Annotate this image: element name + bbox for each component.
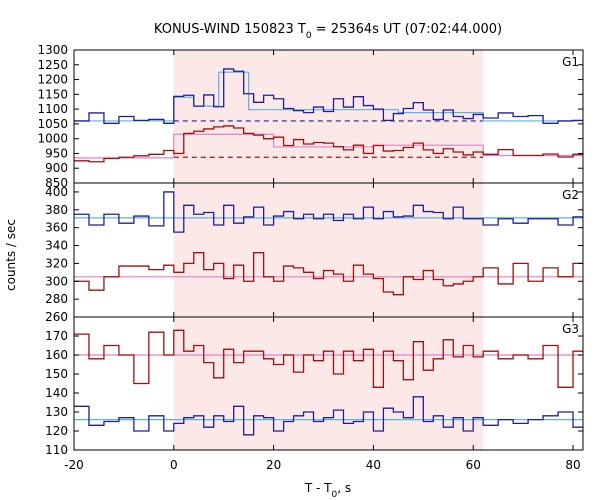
x-axis-label-sub: 0 <box>332 490 338 500</box>
panel-g2-series-1 <box>74 252 583 296</box>
panel-g1-fit-0 <box>74 71 583 122</box>
panel-g1-label: G1 <box>562 55 579 69</box>
chart-title: KONUS-WIND 150823 T0 = 25364s UT (07:02:… <box>154 22 502 41</box>
panels-layer: 8509009501000105011001150120012501300G12… <box>37 43 584 472</box>
panel-g2-plot-area <box>74 191 583 296</box>
panel-g3-label: G3 <box>562 322 579 336</box>
panel-g1-fit-1 <box>74 133 583 159</box>
x-axis-label-suffix: , s <box>337 481 351 495</box>
panel-g1-y-tick-label-7: 1200 <box>37 73 68 87</box>
panel-g2-y-tick-label-3: 320 <box>45 256 68 270</box>
panel-g3-y-tick-label-4: 150 <box>45 367 68 381</box>
x-tick-label-1: 0 <box>170 458 178 472</box>
panel-g3-y-tick-label-0: 110 <box>45 443 68 457</box>
panel-g3-y-tick-label-6: 170 <box>45 329 68 343</box>
panel-g1-y-tick-label-9: 1300 <box>37 43 68 57</box>
panel-g1-y-tick-label-5: 1100 <box>37 102 68 116</box>
panel-g2-y-tick-label-0: 260 <box>45 310 68 324</box>
panel-g2-y-tick-label-5: 360 <box>45 221 68 235</box>
panel-g1-series-0 <box>74 68 583 124</box>
panel-g1-y-tick-label-1: 900 <box>45 161 68 175</box>
panel-g2-y-tick-label-1: 280 <box>45 292 68 306</box>
x-tick-label-5: 80 <box>565 458 580 472</box>
panel-g3-plot-area <box>74 329 583 436</box>
panel-g1-y-tick-label-3: 1000 <box>37 132 68 146</box>
panel-g1-y-tick-label-6: 1150 <box>37 87 68 101</box>
chart-title-sub: 0 <box>306 31 312 41</box>
panel-g3-y-tick-label-2: 130 <box>45 405 68 419</box>
panel-g2-highlight-interval <box>173 183 484 317</box>
y-axis-label: counts / sec <box>4 219 18 291</box>
panel-g2-y-tick-label-6: 380 <box>45 203 68 217</box>
x-tick-label-2: 20 <box>266 458 281 472</box>
panel-g2-series-0 <box>74 191 583 233</box>
x-axis-label-prefix: T - T <box>304 481 332 495</box>
panel-g2: 260 280 300 320 340 360 380 400 G2 <box>45 182 584 324</box>
panel-g1-plot-area <box>74 68 583 163</box>
x-axis-label: T - T0, s <box>304 481 351 500</box>
panel-g3-highlight-interval <box>173 317 484 450</box>
panel-g1-y-tick-label-8: 1250 <box>37 58 68 72</box>
panel-g3-y-tick-label-3: 140 <box>45 386 68 400</box>
chart-title-suffix: = 25364s UT (07:02:44.000) <box>312 22 502 37</box>
chart-title-prefix: KONUS-WIND 150823 T <box>154 22 306 37</box>
panel-g3: 110 120 130 140 150 160 170 G3 <box>45 316 584 457</box>
x-tick-label-0: -20 <box>64 458 84 472</box>
panel-g1-y-tick-label-4: 1050 <box>37 117 68 131</box>
x-tick-label-3: 40 <box>366 458 381 472</box>
panel-g2-y-tick-label-4: 340 <box>45 239 68 253</box>
panel-g1-y-tick-label-2: 950 <box>45 146 68 160</box>
panel-g1-highlight-interval <box>173 50 484 183</box>
panel-g1-series-1 <box>74 125 583 163</box>
panel-g3-frame <box>73 316 584 451</box>
panel-g1-y-tick-label-0: 850 <box>45 176 68 190</box>
panel-g3-y-tick-label-5: 160 <box>45 348 68 362</box>
panel-g2-label: G2 <box>562 188 579 202</box>
panel-g3-series-0 <box>74 396 583 436</box>
x-tick-label-4: 60 <box>466 458 481 472</box>
panel-g2-y-tick-label-7: 400 <box>45 185 68 199</box>
panel-g3-y-tick-label-1: 120 <box>45 424 68 438</box>
panel-g2-y-tick-label-2: 300 <box>45 274 68 288</box>
panel-g3-series-1 <box>74 329 583 388</box>
